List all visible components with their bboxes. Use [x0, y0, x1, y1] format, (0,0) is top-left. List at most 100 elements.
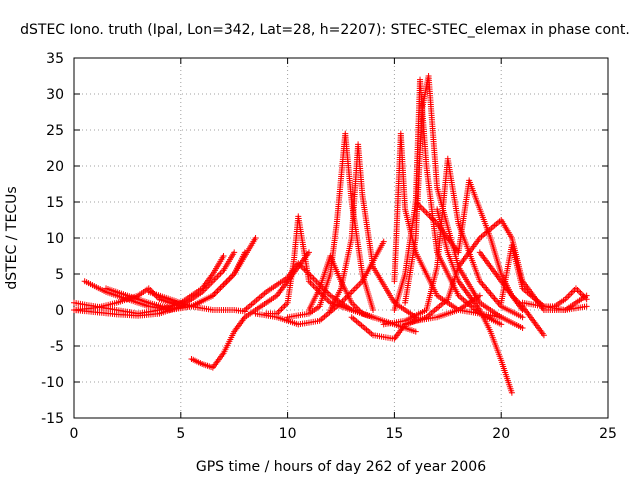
series-11: [284, 130, 377, 321]
data-point: [217, 284, 224, 291]
data-point: [351, 285, 358, 292]
series-22: [476, 249, 547, 339]
data-point: [351, 302, 358, 309]
data-point: [218, 283, 225, 290]
data-point: [412, 328, 419, 335]
data-point: [508, 389, 515, 396]
data-point: [228, 274, 235, 281]
y-tick-label: 30: [46, 87, 64, 103]
y-tick-label: 20: [46, 159, 64, 175]
y-tick-label: 25: [46, 123, 64, 139]
data-point: [498, 321, 505, 328]
data-point: [490, 293, 497, 300]
chart-title: dSTEC Iono. truth (Ipal, Lon=342, Lat=28…: [20, 22, 630, 38]
data-point: [215, 272, 222, 279]
data-point: [380, 238, 387, 245]
data-point: [305, 249, 312, 256]
data-point: [222, 280, 229, 287]
data-point: [220, 281, 227, 288]
data-point: [566, 291, 573, 298]
data-point: [487, 290, 494, 297]
x-tick-label: 5: [176, 426, 185, 442]
data-point: [423, 209, 430, 216]
x-tick-label: 15: [385, 426, 403, 442]
data-point: [572, 285, 579, 292]
data-point: [226, 275, 233, 282]
data-point: [424, 211, 431, 218]
y-tick-label: -15: [41, 411, 64, 427]
data-point: [354, 282, 361, 289]
data-point: [540, 332, 547, 339]
data-point: [278, 305, 285, 312]
series-24: [519, 285, 590, 310]
data-point: [483, 286, 490, 293]
data-point: [486, 289, 493, 296]
data-point: [491, 295, 498, 302]
x-tick-label: 25: [599, 426, 617, 442]
x-tick-label: 0: [70, 426, 79, 442]
data-point: [482, 284, 489, 291]
y-tick-label: 35: [46, 51, 64, 67]
data-point: [231, 249, 238, 256]
data-point: [220, 253, 227, 259]
series-10: [263, 213, 377, 321]
data-point: [276, 307, 283, 314]
data-point: [421, 208, 428, 215]
data-point: [212, 289, 219, 296]
data-points: [71, 73, 590, 396]
data-point: [418, 205, 425, 212]
y-axis-label: dSTEC / TECUs: [4, 186, 20, 289]
data-point: [217, 270, 224, 277]
series-18: [380, 155, 526, 328]
data-point: [576, 288, 583, 295]
data-point: [356, 281, 363, 288]
data-point: [177, 303, 184, 310]
x-axis-label: GPS time / hours of day 262 of year 2006: [196, 459, 486, 475]
data-point: [569, 288, 576, 295]
data-point: [225, 277, 232, 284]
data-point: [353, 284, 360, 291]
data-point: [480, 282, 487, 289]
series-25: [540, 292, 590, 313]
data-point: [583, 292, 590, 299]
data-point: [275, 309, 282, 316]
data-point: [214, 287, 221, 294]
y-tick-label: -5: [50, 339, 64, 355]
axis-ticks: 0 5 10 15 20 25 -15 -10 -5 0 5 10 15 20 25 30 35: [41, 51, 617, 442]
series-4: [103, 235, 259, 312]
data-point: [370, 307, 377, 313]
data-point: [350, 287, 357, 294]
y-tick-label: 0: [55, 303, 64, 319]
data-point: [563, 294, 570, 301]
series-5: [71, 285, 184, 313]
data-point: [492, 297, 499, 304]
data-point: [565, 293, 572, 300]
series-21: [434, 206, 515, 396]
y-tick-label: 15: [46, 195, 64, 211]
x-tick-label: 20: [492, 426, 510, 442]
data-point: [324, 296, 331, 303]
data-point: [519, 314, 526, 321]
data-point: [484, 287, 491, 294]
data-point: [494, 298, 501, 305]
data-point: [215, 286, 222, 293]
data-point: [348, 289, 355, 295]
data-point: [488, 292, 495, 299]
x-tick-label: 10: [279, 426, 297, 442]
data-point: [280, 304, 287, 311]
data-point: [479, 281, 486, 288]
data-point: [223, 278, 230, 285]
data-point: [281, 302, 288, 309]
data-point: [568, 290, 575, 297]
y-tick-label: -10: [41, 375, 64, 391]
y-tick-label: 5: [55, 267, 64, 283]
data-point: [420, 206, 427, 213]
data-point: [583, 303, 590, 310]
data-point: [252, 235, 259, 241]
y-tick-label: 10: [46, 231, 64, 247]
grid: [74, 58, 608, 418]
data-point: [519, 325, 526, 331]
data-point: [574, 286, 581, 293]
series-7: [188, 249, 312, 371]
